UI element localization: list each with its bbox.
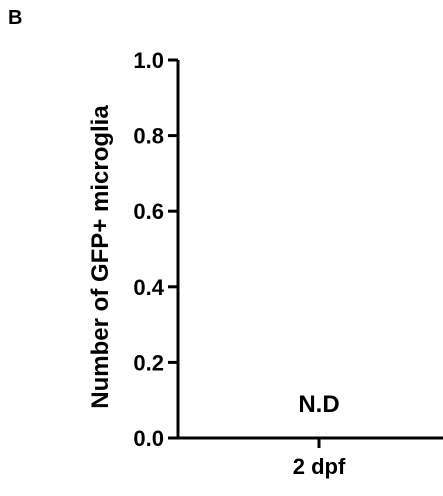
y-tick-label: 0.8 xyxy=(133,124,164,149)
y-tick-label: 0.6 xyxy=(133,199,164,224)
x-axis-ticks: 2 dpf xyxy=(293,438,346,479)
y-axis-ticks: 0.0 0.2 0.4 0.6 0.8 1.0 xyxy=(133,48,178,451)
panel-label: B xyxy=(8,7,23,29)
y-tick-label: 1.0 xyxy=(133,48,164,73)
y-tick-label: 0.4 xyxy=(133,275,164,300)
y-tick-label: 0.2 xyxy=(133,350,164,375)
y-axis-label: Number of GFP+ microglia xyxy=(87,105,114,409)
annotations: N.D xyxy=(298,391,339,418)
x-tick-label: 2 dpf xyxy=(293,454,346,479)
annotation-label: N.D xyxy=(298,391,339,418)
y-tick-label: 0.0 xyxy=(133,426,164,451)
